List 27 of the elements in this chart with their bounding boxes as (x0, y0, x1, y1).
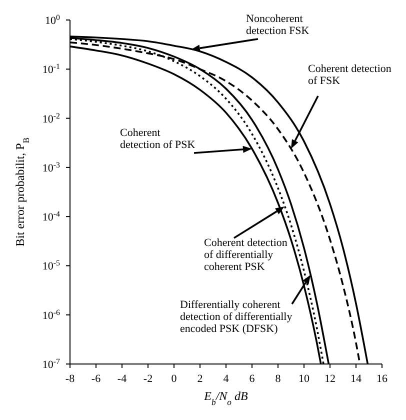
y-tick-label: 10$^{-2}$ (42, 110, 60, 126)
annotation: Coherent detection of PSK (120, 127, 196, 151)
x-tick-label: 14 (350, 373, 362, 385)
x-tick-label: -6 (91, 373, 102, 385)
annotation: Coherent detection of FSK (308, 63, 392, 87)
y-tick-label: 10$^{-1}$ (42, 62, 60, 76)
annotation: Coherent detection of differentially coherent PSK (204, 237, 288, 273)
annotation: Differentially coherent detection of differentially encoded PSK (DFSK) (180, 299, 293, 335)
y-tick-label: 10$^{-3}$ (42, 160, 60, 174)
x-tick-label: 16 (376, 373, 388, 385)
y-tick-label: 10$^{-4}$ (42, 209, 60, 224)
x-tick-label: 6 (249, 373, 256, 385)
x-tick-label: -2 (143, 373, 153, 385)
y-tick-label: 10$^{-6}$ (42, 307, 60, 322)
y-tick-label: 10$^{0}$ (45, 12, 60, 27)
x-tick-label: 12 (324, 373, 336, 385)
x-tick-label: 8 (275, 373, 282, 385)
annotation: Noncoherent detection FSK (246, 13, 310, 37)
x-tick-label: 0 (171, 373, 178, 385)
y-tick-label: 10$^{-7}$ (42, 356, 60, 371)
x-axis-title: E$_{b}$/N$_{o}$ dB (203, 389, 248, 407)
x-tick-label: 4 (223, 373, 230, 385)
y-tick-label: 10$^{-5}$ (42, 258, 60, 273)
x-tick-label: 10 (298, 373, 310, 385)
x-tick-label: -8 (65, 373, 76, 385)
x-tick-label: 2 (197, 373, 203, 385)
x-tick-label: -4 (117, 373, 128, 385)
